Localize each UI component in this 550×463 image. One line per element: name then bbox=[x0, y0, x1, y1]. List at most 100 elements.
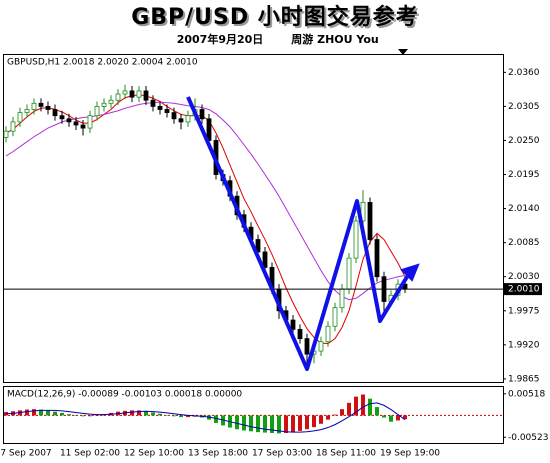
candle-body bbox=[10, 121, 16, 132]
histogram-bar bbox=[186, 415, 190, 418]
candle-body bbox=[108, 99, 114, 104]
candle-body bbox=[24, 109, 30, 113]
y-tick-label: -0.00523 bbox=[508, 433, 548, 443]
candle-body bbox=[38, 102, 44, 107]
candle-body bbox=[367, 201, 373, 240]
histogram-bar bbox=[179, 415, 183, 418]
histogram-bar bbox=[333, 414, 337, 416]
candle-body bbox=[52, 109, 58, 117]
y-tick-label: 1.9920 bbox=[508, 340, 540, 350]
histogram-bar bbox=[284, 415, 288, 433]
x-tick-label: 11 Sep 02:00 bbox=[60, 449, 120, 459]
histogram-bar bbox=[158, 413, 162, 416]
histogram-bar bbox=[214, 415, 218, 423]
histogram-bar bbox=[298, 415, 302, 431]
histogram-bar bbox=[67, 414, 71, 416]
histogram-bar bbox=[137, 410, 141, 416]
candle-body bbox=[171, 112, 177, 120]
x-tick-label: 7 Sep 2007 bbox=[0, 449, 51, 459]
moving-average bbox=[5, 101, 406, 301]
x-tick-label: 18 Sep 11:00 bbox=[316, 449, 376, 459]
histogram-bar bbox=[144, 411, 148, 416]
candle-body bbox=[339, 288, 345, 309]
histogram-bar bbox=[319, 415, 323, 424]
candle-body bbox=[325, 325, 331, 343]
histogram-bar bbox=[340, 409, 344, 416]
candle-body bbox=[66, 118, 72, 123]
histogram-bar bbox=[81, 415, 85, 417]
candle-body bbox=[31, 102, 37, 110]
x-tick-label: 17 Sep 03:00 bbox=[252, 449, 312, 459]
histogram-bar bbox=[249, 415, 253, 432]
analysis-arrow bbox=[186, 96, 420, 371]
shift-marker bbox=[398, 49, 408, 55]
zigzag bbox=[186, 96, 412, 371]
author: 周游 ZHOU You bbox=[291, 32, 378, 46]
y-tick-label: 2.0085 bbox=[508, 238, 540, 248]
candle-body bbox=[101, 102, 107, 107]
histogram-bar bbox=[151, 412, 155, 416]
candle-body bbox=[17, 112, 23, 123]
date: 2007年9月20日 bbox=[177, 32, 264, 46]
candle-body bbox=[185, 115, 191, 123]
y-tick-label: 1.9865 bbox=[508, 374, 540, 384]
candle-body bbox=[290, 319, 296, 330]
histogram-bar bbox=[172, 415, 176, 417]
y-tick-label: 2.0140 bbox=[508, 204, 540, 214]
histogram-bar bbox=[347, 402, 351, 416]
histogram-bar bbox=[354, 396, 358, 416]
histogram-bar bbox=[382, 415, 386, 418]
histogram-bar bbox=[368, 398, 372, 416]
histogram-bar bbox=[235, 415, 239, 430]
signal-line bbox=[5, 402, 406, 433]
histogram-bar bbox=[361, 394, 365, 416]
current-price-box bbox=[504, 283, 542, 296]
price-panel bbox=[3, 54, 504, 383]
histogram-bar bbox=[277, 415, 281, 434]
histogram-bar bbox=[312, 415, 316, 428]
candle-body bbox=[80, 124, 86, 129]
x-tick-label: 12 Sep 10:00 bbox=[124, 449, 184, 459]
histogram-bar bbox=[165, 415, 169, 416]
histogram-bar bbox=[396, 415, 400, 421]
marks bbox=[3, 84, 503, 434]
histogram-bar bbox=[256, 415, 260, 433]
candle-body bbox=[304, 338, 310, 355]
candle-body bbox=[129, 90, 135, 98]
histogram-bar bbox=[46, 410, 50, 416]
candle-body bbox=[178, 118, 184, 123]
histogram-bar bbox=[291, 415, 295, 433]
histogram-bar bbox=[270, 415, 274, 433]
candle-body bbox=[262, 251, 268, 268]
y-tick-label: 2.0305 bbox=[508, 102, 540, 112]
candle-body bbox=[59, 115, 65, 120]
candle-body bbox=[115, 93, 121, 101]
candle-body bbox=[122, 90, 128, 95]
histogram-bar bbox=[403, 415, 407, 420]
histogram-bar bbox=[95, 415, 99, 416]
candle-body bbox=[353, 220, 359, 259]
candle-body bbox=[346, 257, 352, 290]
histogram-bar bbox=[263, 415, 267, 433]
x-tick-label: 19 Sep 19:00 bbox=[380, 449, 440, 459]
histogram-bar bbox=[25, 409, 29, 416]
price-info: GBPUSD,H1 2.0018 2.0020 2.0004 2.0010 bbox=[7, 58, 198, 68]
candle-body bbox=[374, 239, 380, 278]
histogram-bar bbox=[32, 409, 36, 416]
histogram-bar bbox=[60, 412, 64, 416]
macd-panel bbox=[3, 386, 504, 444]
histogram-bar bbox=[74, 415, 78, 416]
histogram-bar bbox=[130, 410, 134, 416]
page-title: GBP/USD 小时图交易参考 bbox=[131, 4, 419, 30]
candle-body bbox=[255, 239, 261, 253]
candle-body bbox=[332, 307, 338, 327]
histogram-bar bbox=[389, 415, 393, 422]
y-tick-label: 2.0030 bbox=[508, 272, 540, 282]
candle-body bbox=[45, 106, 51, 110]
x-tick-label: 13 Sep 18:00 bbox=[188, 449, 248, 459]
candle-body bbox=[157, 106, 163, 110]
candle-body bbox=[150, 99, 156, 107]
histogram-bar bbox=[326, 415, 330, 420]
candle-body bbox=[87, 115, 93, 129]
